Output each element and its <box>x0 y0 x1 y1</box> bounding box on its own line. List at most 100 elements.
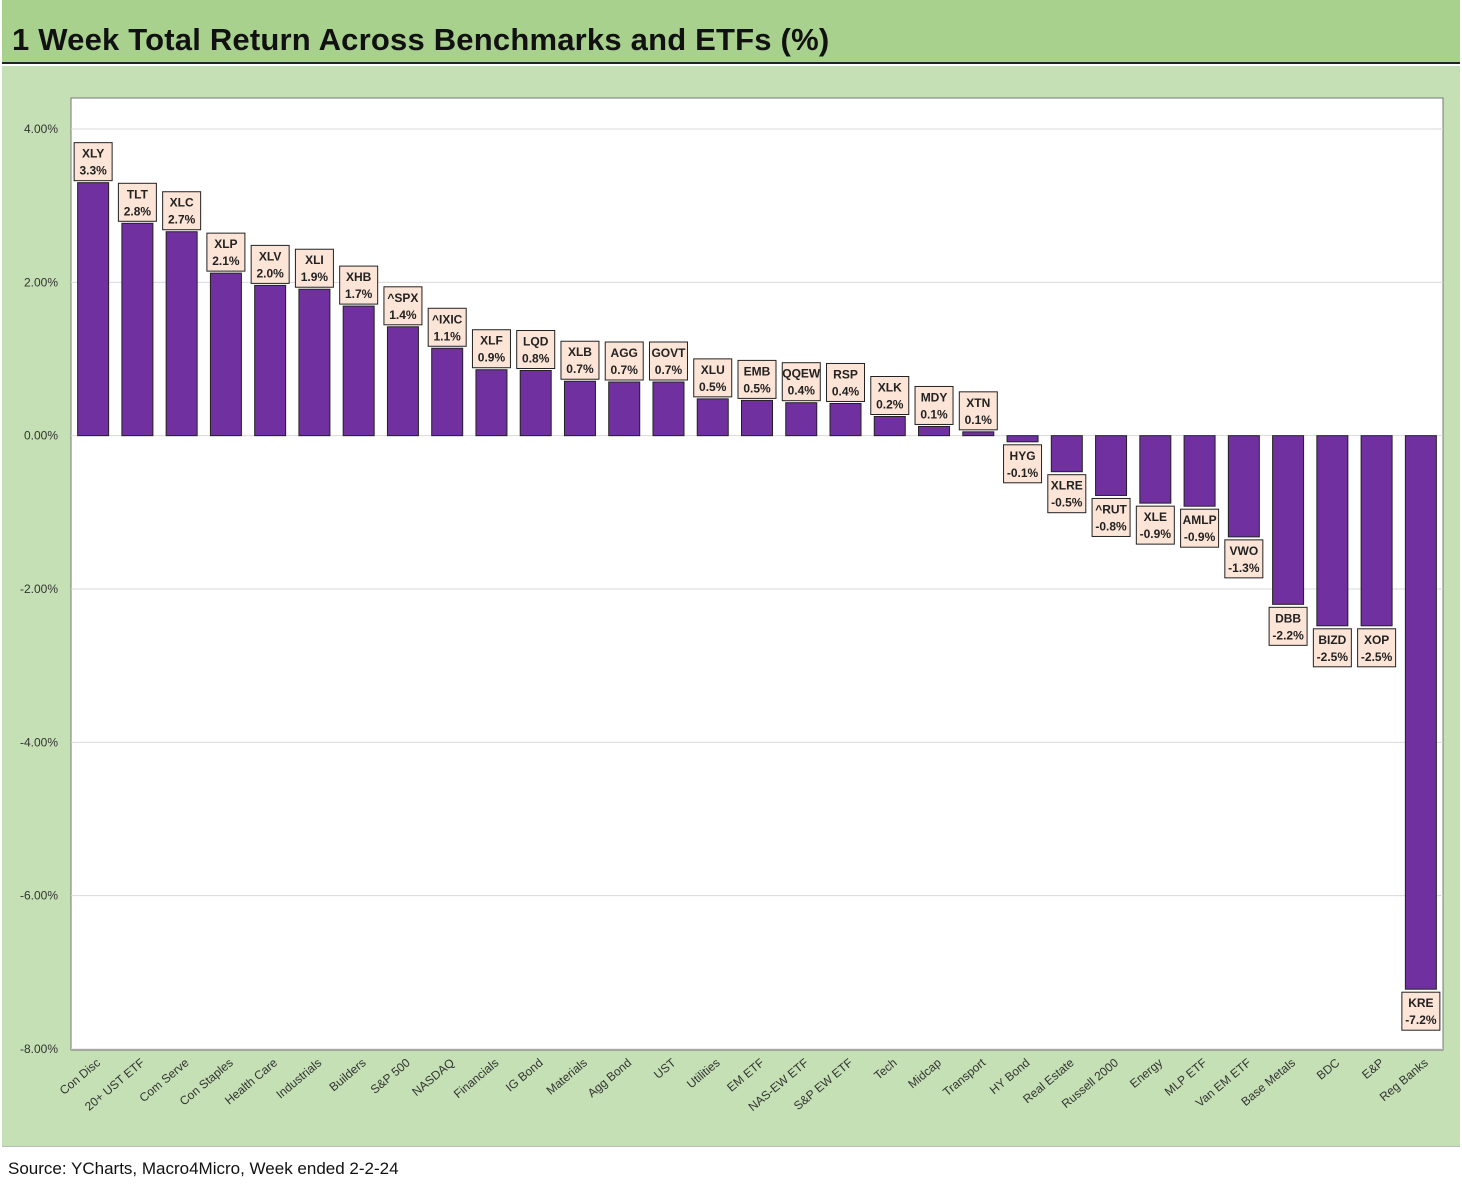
data-label-ticker: DBB <box>1275 611 1301 625</box>
data-label-box <box>427 307 467 347</box>
data-label-value: -0.1% <box>1007 466 1039 480</box>
data-label: XLU 0.5% <box>693 358 733 398</box>
data-label-value: 2.8% <box>124 204 152 218</box>
data-label-ticker: LQD <box>523 335 549 349</box>
x-tick-label: Builders <box>326 1056 368 1095</box>
y-tick-label: -2.00% <box>20 582 58 596</box>
data-label: XLP 2.1% <box>206 232 246 272</box>
data-label-box <box>914 385 954 425</box>
data-label: XOP -2.5% <box>1357 628 1397 668</box>
bar <box>298 288 331 437</box>
data-label-ticker: XLB <box>568 345 592 359</box>
x-tick-label: NASDAQ <box>409 1056 457 1099</box>
data-label-box <box>1135 505 1175 545</box>
bar <box>918 425 951 437</box>
x-tick-label: Reg Banks <box>1377 1056 1431 1104</box>
x-tick-label: S&P 500 <box>368 1055 413 1096</box>
source-note: Source: YCharts, Macro4Micro, Week ended… <box>8 1159 399 1178</box>
data-label-ticker: XTN <box>966 396 990 410</box>
data-label-value: -2.5% <box>1361 650 1393 664</box>
data-label-box <box>162 191 202 231</box>
data-label: TLT 2.8% <box>117 182 157 222</box>
bar <box>1404 435 1437 990</box>
data-label: MDY 0.1% <box>914 385 954 425</box>
data-label-value: -1.3% <box>1228 561 1260 575</box>
data-label: XLK 0.2% <box>870 376 910 415</box>
data-label-value: 0.1% <box>920 407 948 421</box>
data-label-value: 0.2% <box>876 398 904 412</box>
data-label-box <box>339 265 379 305</box>
data-label-ticker: VWO <box>1230 544 1259 558</box>
data-label-value: -0.5% <box>1051 496 1083 510</box>
y-tick-label: -4.00% <box>20 735 58 749</box>
data-label: EMB 0.5% <box>737 359 777 399</box>
data-label: KRE -7.2% <box>1401 991 1441 1031</box>
data-label-box <box>516 330 556 369</box>
data-label-ticker: XHB <box>346 270 372 284</box>
y-tick-label: 2.00% <box>24 275 58 289</box>
data-label: XLY 3.3% <box>73 142 113 182</box>
data-label-ticker: XLU <box>701 363 725 377</box>
data-label-value: 0.7% <box>655 363 683 377</box>
bars <box>77 182 1437 990</box>
data-label-value: -0.8% <box>1095 519 1127 533</box>
data-label-ticker: XLP <box>214 237 237 251</box>
data-label-value: 0.1% <box>965 413 993 427</box>
bar <box>652 381 685 437</box>
data-label-ticker: XOP <box>1364 633 1389 647</box>
x-tick-label: Transport <box>940 1055 989 1099</box>
bar <box>165 231 198 437</box>
data-label: XLC 2.7% <box>162 191 202 231</box>
x-tick-label: BDC <box>1314 1055 1343 1082</box>
bar <box>342 305 375 437</box>
data-label-box <box>1312 628 1352 668</box>
data-label-ticker: BIZD <box>1318 633 1346 647</box>
bar <box>1139 435 1172 504</box>
x-tick-label: IG Bond <box>503 1056 546 1095</box>
bar <box>1316 435 1349 627</box>
x-tick-label: Energy <box>1127 1056 1165 1091</box>
data-label-value: 0.7% <box>611 363 639 377</box>
data-label-box <box>737 359 777 399</box>
data-label-ticker: XLF <box>480 334 503 348</box>
data-label-box <box>648 341 688 381</box>
data-label-value: 1.4% <box>389 308 417 322</box>
data-label-box <box>206 232 246 272</box>
data-label-value: 0.5% <box>743 381 771 395</box>
data-label-value: 3.3% <box>79 164 107 178</box>
bar <box>77 182 110 437</box>
data-label: XLI 1.9% <box>294 248 334 288</box>
data-label: ^RUT -0.8% <box>1091 497 1131 537</box>
data-label-value: 0.5% <box>699 380 727 394</box>
data-label-value: 2.1% <box>212 254 240 268</box>
bar <box>209 272 242 437</box>
data-label-box <box>693 358 733 398</box>
data-label-box <box>1268 606 1308 646</box>
bar <box>1272 435 1305 605</box>
data-label-box <box>1180 508 1220 548</box>
data-label-ticker: XLI <box>305 253 324 267</box>
data-label-value: 1.9% <box>301 270 329 284</box>
data-label-ticker: EMB <box>744 364 771 378</box>
data-label: XLRE -0.5% <box>1047 474 1087 514</box>
bar <box>1050 435 1083 473</box>
data-label: AGG 0.7% <box>604 341 644 381</box>
data-label-value: 0.4% <box>832 384 860 398</box>
data-label-box <box>958 391 998 431</box>
bar <box>1095 435 1128 496</box>
data-label-ticker: ^IXIC <box>432 312 463 326</box>
data-label-box <box>383 286 423 326</box>
data-label-box <box>826 362 866 402</box>
data-label: GOVT 0.7% <box>648 341 688 381</box>
data-label-value: -7.2% <box>1405 1013 1437 1027</box>
data-label-box <box>117 182 157 222</box>
data-label: QQEW 0.4% <box>781 362 821 402</box>
data-label-ticker: GOVT <box>651 346 686 360</box>
data-label-ticker: MDY <box>921 390 948 404</box>
y-tick-label: 4.00% <box>24 122 58 136</box>
data-label-box <box>73 142 113 182</box>
title-bar: 1 Week Total Return Across Benchmarks an… <box>2 0 1460 64</box>
bar <box>519 370 552 437</box>
data-label-value: 0.9% <box>478 351 506 365</box>
